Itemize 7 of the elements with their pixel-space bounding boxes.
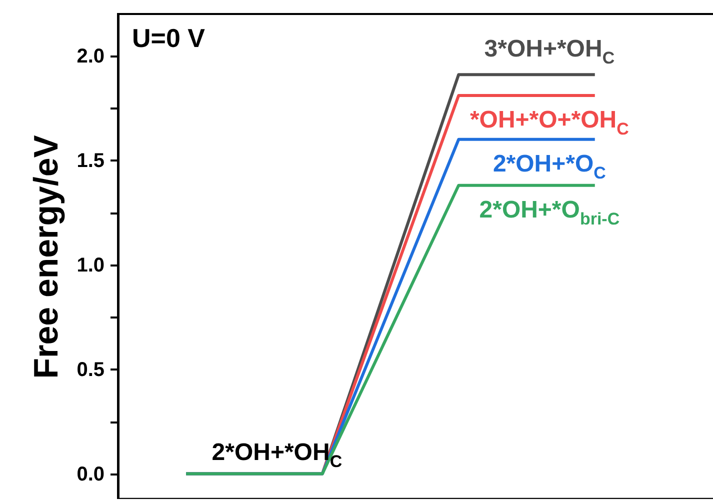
y-axis-title: Free energy/eV [28, 134, 66, 379]
y-tick-label: 1.0 [76, 254, 105, 276]
y-tick-label: 2.0 [76, 45, 105, 68]
y-tick-label: 1.5 [76, 150, 105, 172]
chart-title: U=0 V [132, 23, 206, 53]
y-tick-label: 0.5 [76, 358, 105, 381]
y-tick-label: 0.0 [76, 463, 105, 486]
